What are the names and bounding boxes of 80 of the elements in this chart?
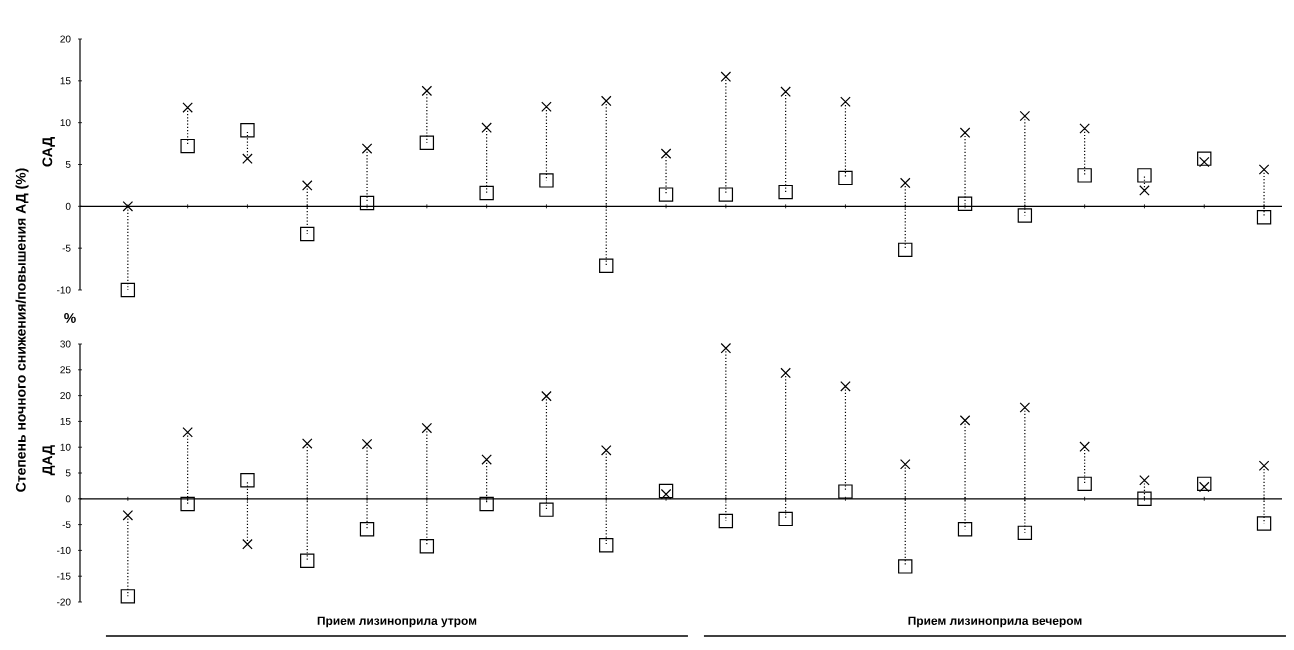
point bbox=[539, 173, 554, 188]
point bbox=[1256, 210, 1272, 225]
point bbox=[957, 196, 973, 212]
point bbox=[481, 454, 492, 465]
point bbox=[1258, 460, 1270, 472]
point bbox=[240, 473, 255, 488]
point bbox=[479, 185, 494, 201]
point bbox=[1079, 441, 1090, 452]
point bbox=[300, 553, 315, 568]
point bbox=[1198, 156, 1210, 168]
point bbox=[240, 122, 255, 138]
point bbox=[658, 483, 674, 499]
point bbox=[1017, 525, 1033, 541]
point bbox=[899, 177, 911, 189]
point bbox=[1137, 168, 1152, 183]
point bbox=[600, 445, 612, 456]
point bbox=[1139, 474, 1150, 486]
point bbox=[720, 342, 732, 354]
point bbox=[898, 559, 913, 574]
point bbox=[1077, 476, 1092, 492]
point bbox=[180, 496, 195, 512]
point bbox=[778, 511, 793, 527]
point bbox=[421, 85, 433, 97]
point bbox=[122, 201, 134, 212]
point bbox=[658, 187, 674, 202]
point bbox=[359, 522, 375, 537]
point bbox=[301, 438, 313, 449]
point bbox=[1197, 151, 1212, 166]
point bbox=[778, 184, 793, 200]
point bbox=[300, 226, 315, 242]
point bbox=[1137, 491, 1152, 507]
point bbox=[959, 127, 971, 138]
point bbox=[361, 438, 373, 450]
point bbox=[242, 153, 253, 164]
point bbox=[122, 510, 134, 521]
point bbox=[419, 135, 435, 150]
point bbox=[479, 496, 494, 512]
point bbox=[718, 513, 734, 529]
point bbox=[720, 71, 732, 82]
point bbox=[359, 195, 375, 211]
point bbox=[1017, 208, 1033, 223]
point bbox=[182, 102, 193, 113]
point bbox=[361, 143, 373, 154]
point bbox=[541, 390, 552, 402]
point bbox=[599, 538, 614, 553]
point bbox=[1019, 402, 1031, 413]
point bbox=[600, 95, 612, 107]
point bbox=[957, 522, 973, 537]
point bbox=[1019, 110, 1031, 122]
point bbox=[840, 381, 851, 392]
point bbox=[898, 242, 913, 258]
point bbox=[840, 96, 851, 108]
point bbox=[780, 367, 791, 379]
point bbox=[718, 187, 734, 202]
point bbox=[541, 101, 552, 113]
point bbox=[481, 122, 492, 133]
point bbox=[838, 170, 853, 186]
point bbox=[780, 86, 791, 97]
point bbox=[180, 138, 195, 154]
point bbox=[599, 258, 614, 273]
point bbox=[1077, 168, 1092, 183]
point bbox=[301, 180, 313, 191]
point bbox=[120, 282, 136, 298]
point bbox=[182, 426, 193, 438]
point bbox=[120, 589, 136, 604]
point bbox=[1139, 185, 1150, 196]
point bbox=[539, 502, 554, 517]
point bbox=[1197, 476, 1212, 492]
point bbox=[1198, 481, 1210, 493]
point bbox=[1079, 123, 1090, 134]
point bbox=[1256, 516, 1272, 531]
point bbox=[959, 415, 971, 426]
point bbox=[421, 422, 433, 434]
point bbox=[1258, 164, 1270, 175]
point bbox=[419, 539, 435, 554]
point bbox=[838, 484, 853, 499]
point bbox=[660, 148, 672, 159]
point bbox=[899, 458, 911, 470]
point bbox=[660, 488, 672, 500]
point bbox=[242, 538, 253, 550]
